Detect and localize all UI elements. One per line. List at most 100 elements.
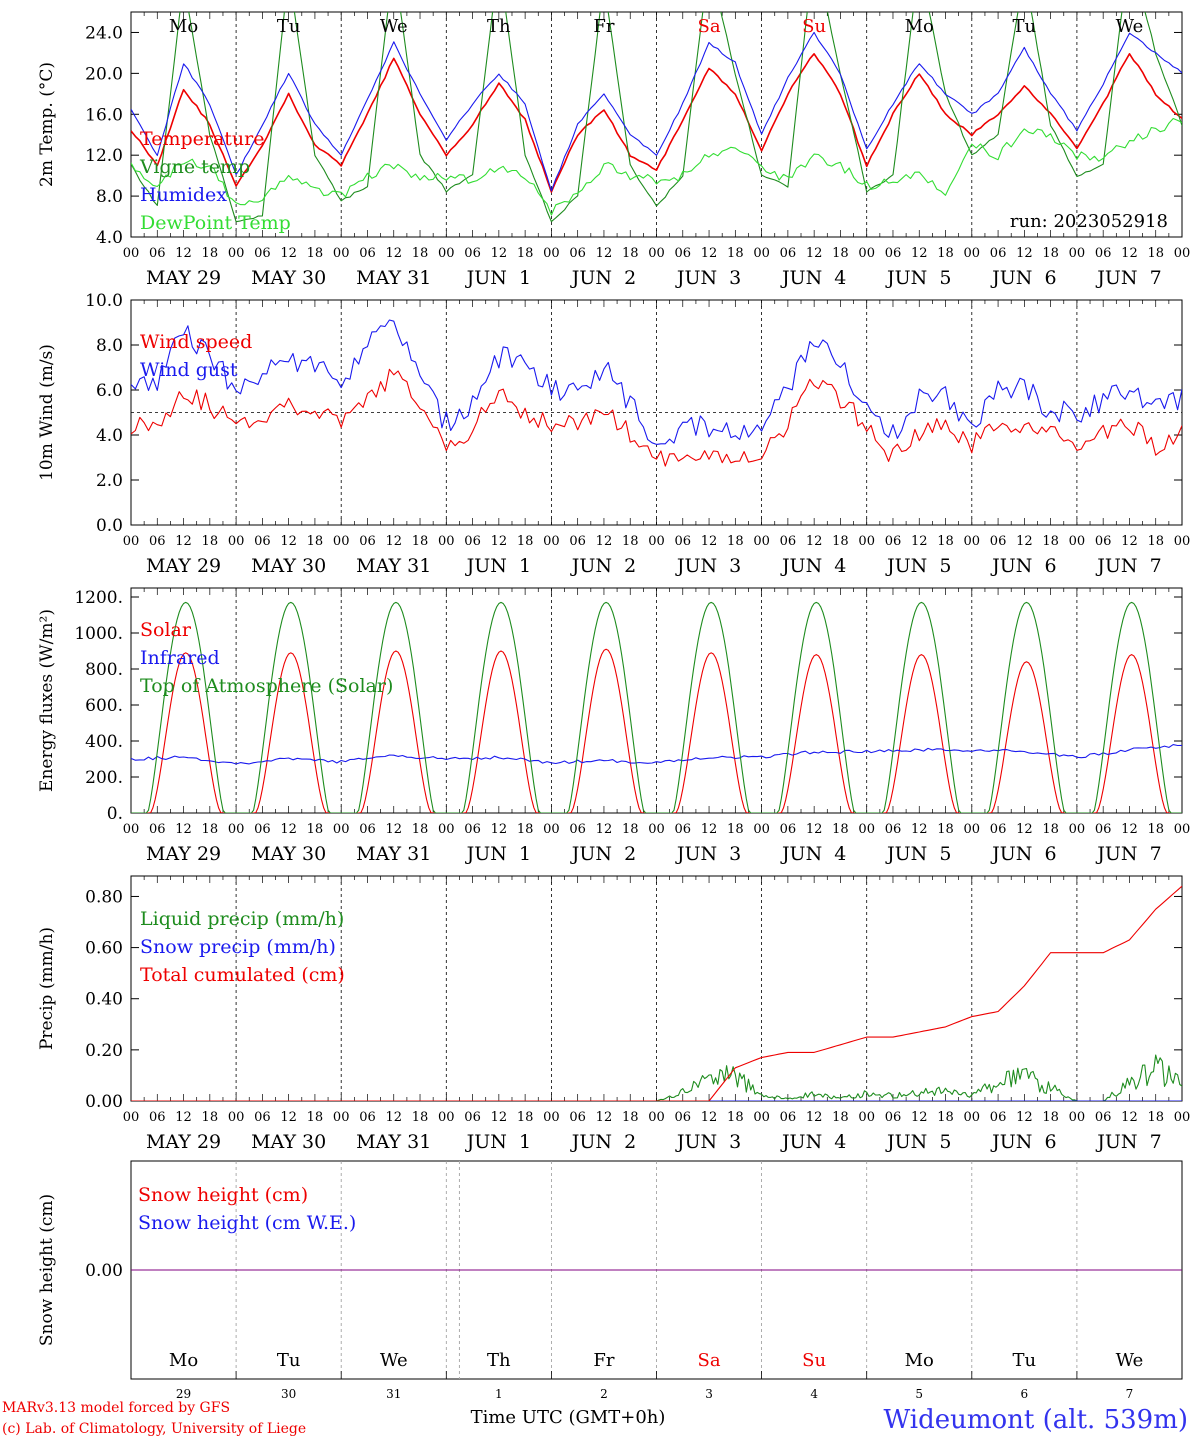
x-hour-label: 06 xyxy=(675,822,692,837)
x-hour-label: 06 xyxy=(359,1110,376,1125)
x-date-label: JUN 6 xyxy=(990,555,1056,577)
x-hour-label: 06 xyxy=(359,534,376,549)
day-number-label: 1 xyxy=(495,1387,503,1401)
legend-entry: DewPoint Temp xyxy=(140,212,291,234)
x-hour-label: 00 xyxy=(333,246,350,261)
x-date-labels: MAY 29 MAY 30 MAY 31 JUN 1 JUN 2 JUN 3 JUN 4 JU… xyxy=(146,1131,1162,1153)
day-number-label: 3 xyxy=(705,1387,713,1401)
legend-temperature: Temperature Vigne temp Humidex DewPoint Tem… xyxy=(139,128,291,234)
x-date-label: MAY 31 xyxy=(356,843,431,865)
x-date-label: JUN 5 xyxy=(885,1131,951,1153)
y-tick-label: 8.0 xyxy=(96,336,123,356)
weekday-label: Su xyxy=(802,16,826,37)
x-date-label: MAY 31 xyxy=(356,555,431,577)
series-humidex xyxy=(131,31,1182,192)
x-hour-label: 12 xyxy=(701,534,718,549)
y-tick-label: 0. xyxy=(107,804,123,824)
x-hour-label: 00 xyxy=(964,1110,981,1125)
x-hour-label: 06 xyxy=(885,1110,902,1125)
y-tick-label: 0.00 xyxy=(85,1092,123,1112)
weekday-labels: Mo Tu We Th Fr Sa Su Mo Tu We xyxy=(169,16,1143,37)
x-hour-label: 12 xyxy=(911,1110,928,1125)
x-hour-label: 12 xyxy=(701,246,718,261)
x-hour-label: 18 xyxy=(622,534,639,549)
x-hour-label: 12 xyxy=(175,534,192,549)
model-credit-line-1: MARv3.13 model forced by GFS xyxy=(2,1400,230,1416)
x-hour-label: 12 xyxy=(806,822,823,837)
x-hour-label: 12 xyxy=(1121,1110,1138,1125)
x-date-label: JUN 2 xyxy=(570,267,636,289)
x-date-label: JUN 3 xyxy=(675,555,741,577)
x-date-label: MAY 30 xyxy=(251,1131,326,1153)
plot-area-energy xyxy=(131,601,1182,813)
weekday-label: Mo xyxy=(905,16,934,37)
x-hour-label: 18 xyxy=(307,534,324,549)
y-tick-label: 1000. xyxy=(74,624,123,644)
x-hour-label: 06 xyxy=(464,822,481,837)
y-axis-title: Energy fluxes (W/m²) xyxy=(37,609,57,792)
x-hour-label: 06 xyxy=(569,1110,586,1125)
x-date-label: JUN 5 xyxy=(885,267,951,289)
x-hour-label: 06 xyxy=(359,246,376,261)
y-tick-label: 0.80 xyxy=(85,887,123,907)
y-tick-label: 0.60 xyxy=(85,939,123,959)
y-axis-energy: 0. 200. 400. 600. 800. 1000. 1200. xyxy=(74,588,1182,824)
x-date-labels: MAY 29 MAY 30 MAY 31 JUN 1 JUN 2 JUN 3 JUN 4 JU… xyxy=(146,267,1162,289)
plot-area-precip xyxy=(131,885,1182,1101)
x-hour-label: 00 xyxy=(333,1110,350,1125)
x-date-label: JUN 5 xyxy=(885,555,951,577)
x-date-labels: MAY 29 MAY 30 MAY 31 JUN 1 JUN 2 JUN 3 JUN 4 JU… xyxy=(146,843,1162,865)
x-hour-label: 12 xyxy=(280,822,297,837)
x-hour-label: 00 xyxy=(438,246,455,261)
series-dewpoint-temp xyxy=(131,117,1182,216)
weekday-label: We xyxy=(380,16,408,37)
x-hour-label: 06 xyxy=(464,534,481,549)
x-hour-label: 06 xyxy=(780,1110,797,1125)
x-hour-label: 00 xyxy=(1069,822,1086,837)
x-date-label: MAY 29 xyxy=(146,267,221,289)
x-hour-label: 12 xyxy=(1121,534,1138,549)
legend-entry: Total cumulated (cm) xyxy=(140,964,345,986)
x-hour-label: 00 xyxy=(648,822,665,837)
x-hour-label: 18 xyxy=(622,246,639,261)
x-hour-label: 12 xyxy=(911,534,928,549)
x-hour-label: 18 xyxy=(727,534,744,549)
x-date-label: JUN 1 xyxy=(465,1131,531,1153)
x-hour-label: 00 xyxy=(1069,534,1086,549)
x-hour-label: 06 xyxy=(675,246,692,261)
x-hour-label: 00 xyxy=(123,246,140,261)
x-date-label: JUN 1 xyxy=(465,267,531,289)
x-hour-label: 00 xyxy=(648,534,665,549)
x-hour-label: 12 xyxy=(806,246,823,261)
x-hour-label: 00 xyxy=(228,534,245,549)
x-hour-label: 18 xyxy=(937,1110,954,1125)
y-tick-label: 16.0 xyxy=(85,105,123,125)
x-hour-label: 18 xyxy=(832,1110,849,1125)
x-hour-label: 06 xyxy=(990,246,1007,261)
x-date-label: JUN 7 xyxy=(1095,843,1161,865)
x-hour-label: 12 xyxy=(175,246,192,261)
y-tick-label: 4.0 xyxy=(96,426,123,446)
x-hour-label: 00 xyxy=(753,534,770,549)
x-hour-label: 12 xyxy=(1016,822,1033,837)
x-date-label: JUN 7 xyxy=(1095,1131,1161,1153)
day-number-label: 4 xyxy=(810,1387,818,1401)
x-hour-label: 06 xyxy=(254,1110,271,1125)
y-tick-label: 0.40 xyxy=(85,990,123,1010)
x-hour-label: 06 xyxy=(885,246,902,261)
x-hour-label: 00 xyxy=(123,1110,140,1125)
x-hour-label: 00 xyxy=(1174,534,1191,549)
y-tick-label: 0.20 xyxy=(85,1041,123,1061)
x-hour-label: 06 xyxy=(990,534,1007,549)
x-hour-label: 00 xyxy=(964,534,981,549)
weekday-label: We xyxy=(380,1350,408,1371)
y-tick-label: 0.00 xyxy=(85,1261,123,1281)
x-hour-label: 18 xyxy=(307,822,324,837)
x-date-label: JUN 2 xyxy=(570,843,636,865)
y-tick-label: 24.0 xyxy=(85,23,123,43)
x-hour-label: 06 xyxy=(569,822,586,837)
x-hour-label: 18 xyxy=(202,1110,219,1125)
legend-entry: Liquid precip (mm/h) xyxy=(140,908,344,930)
x-hour-label: 06 xyxy=(149,1110,166,1125)
x-date-label: JUN 5 xyxy=(885,843,951,865)
